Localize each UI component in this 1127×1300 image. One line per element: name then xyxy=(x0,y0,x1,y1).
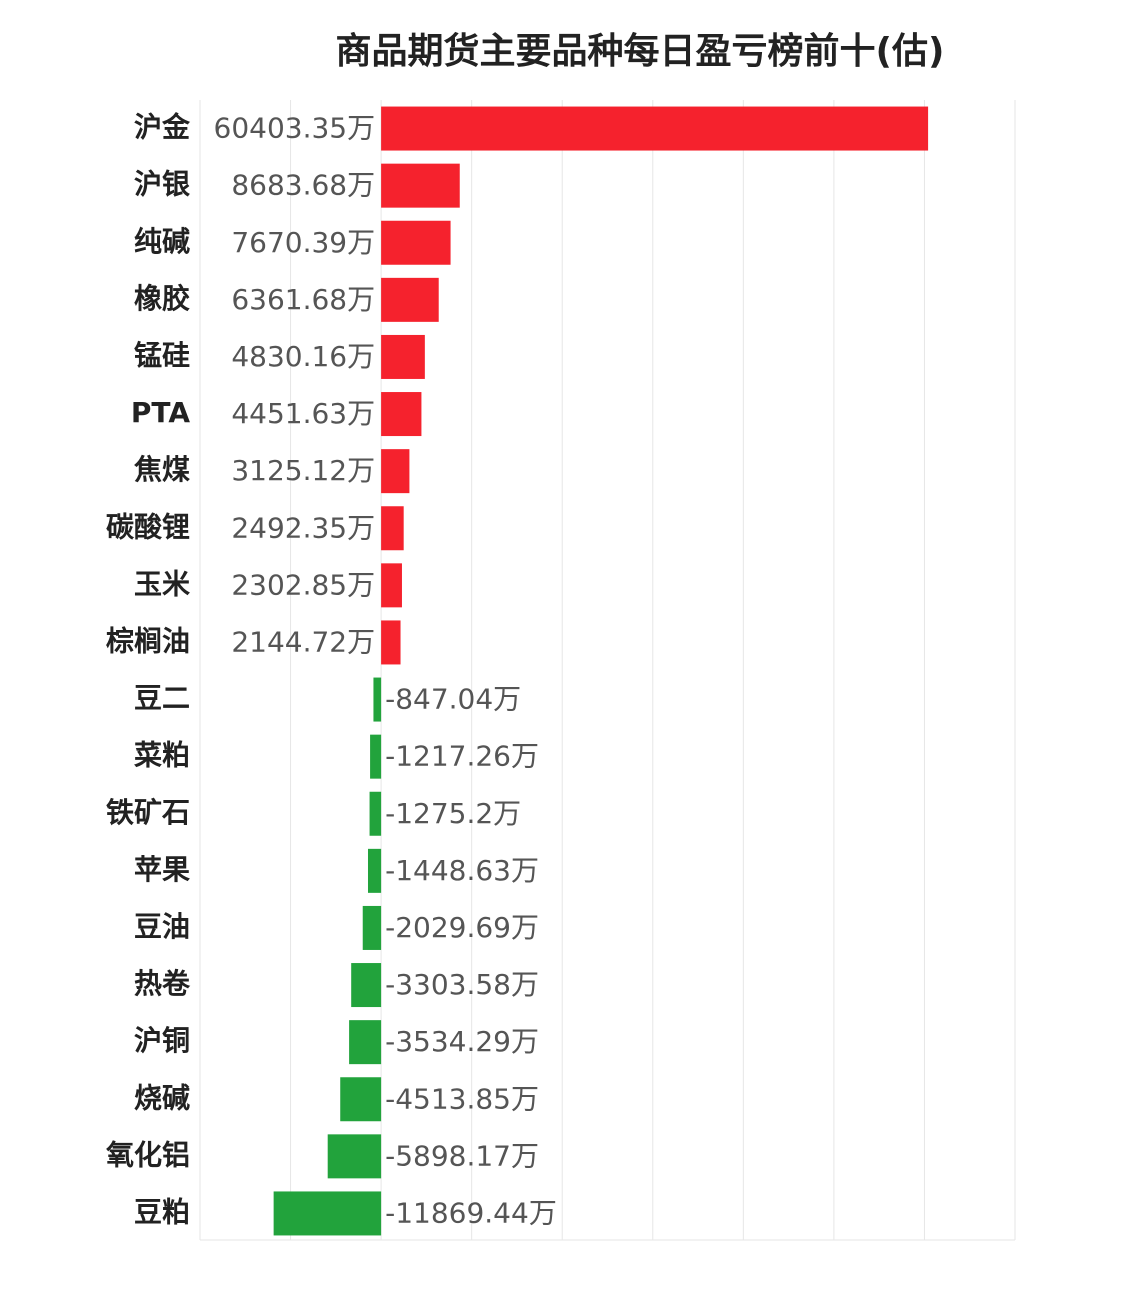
category-label: PTA xyxy=(131,396,190,429)
category-label: 沪金 xyxy=(134,111,191,144)
value-label: -11869.44万 xyxy=(385,1196,557,1229)
bar xyxy=(381,392,422,437)
bar xyxy=(381,506,404,551)
bar xyxy=(349,1020,382,1065)
category-label: 棕榈油 xyxy=(106,624,190,657)
category-label: 玉米 xyxy=(134,567,190,600)
value-label: 4830.16万 xyxy=(231,340,375,373)
bar xyxy=(369,791,382,836)
value-label: -2029.69万 xyxy=(385,911,539,944)
category-label: 热卷 xyxy=(134,967,191,1000)
bar xyxy=(362,905,382,950)
value-label: 8683.68万 xyxy=(231,169,375,202)
value-label: -1217.26万 xyxy=(385,740,539,773)
category-label: 氧化铝 xyxy=(106,1138,190,1171)
value-label: 2144.72万 xyxy=(231,625,375,658)
value-label: -5898.17万 xyxy=(385,1139,539,1172)
bar xyxy=(381,220,451,265)
bar xyxy=(327,1134,382,1179)
category-label: 铁矿石 xyxy=(106,796,190,829)
bar xyxy=(381,620,401,665)
value-label: 4451.63万 xyxy=(231,397,375,430)
category-label: 沪铜 xyxy=(134,1024,190,1057)
value-label: -1448.63万 xyxy=(385,854,539,887)
bar xyxy=(381,334,425,379)
bar xyxy=(351,963,382,1008)
value-label: 2302.85万 xyxy=(231,568,375,601)
bar xyxy=(367,848,382,893)
value-labels: 60403.35万 8683.68万 7670.39万 6361.68万 4830.16… xyxy=(214,112,557,1230)
bar xyxy=(381,106,929,151)
bars xyxy=(273,106,929,1236)
category-label: 碳酸锂 xyxy=(106,510,190,543)
value-label: -4513.85万 xyxy=(385,1082,539,1115)
bar xyxy=(370,734,382,779)
chart-title: 商品期货主要品种每日盈亏榜前十(估) xyxy=(335,31,945,72)
value-label: 6361.68万 xyxy=(231,283,375,316)
bar xyxy=(381,449,410,494)
value-label: -3303.58万 xyxy=(385,968,539,1001)
category-label: 纯碱 xyxy=(134,225,190,258)
value-label: 3125.12万 xyxy=(231,454,375,487)
category-label: 沪银 xyxy=(134,168,191,201)
bar xyxy=(340,1077,382,1122)
category-label: 锰硅 xyxy=(134,339,190,372)
category-label: 豆油 xyxy=(134,910,190,943)
category-label: 苹果 xyxy=(134,853,190,886)
value-label: -847.04万 xyxy=(385,683,521,716)
category-label: 烧碱 xyxy=(134,1081,190,1114)
value-label: -1275.2万 xyxy=(385,797,521,830)
category-label: 豆二 xyxy=(134,682,190,715)
grid-lines xyxy=(199,100,1016,1241)
bar xyxy=(273,1191,382,1236)
value-label: 2492.35万 xyxy=(231,511,375,544)
category-label: 菜粕 xyxy=(134,739,190,772)
bar xyxy=(381,277,439,322)
value-label: 60403.35万 xyxy=(214,112,376,145)
bar xyxy=(381,163,460,208)
bar xyxy=(373,677,382,722)
value-label: 7670.39万 xyxy=(231,226,375,259)
bar xyxy=(381,563,402,608)
category-label: 豆粕 xyxy=(134,1195,190,1228)
category-label: 橡胶 xyxy=(134,282,190,315)
value-label: -3534.29万 xyxy=(385,1025,539,1058)
category-label: 焦煤 xyxy=(134,453,190,486)
